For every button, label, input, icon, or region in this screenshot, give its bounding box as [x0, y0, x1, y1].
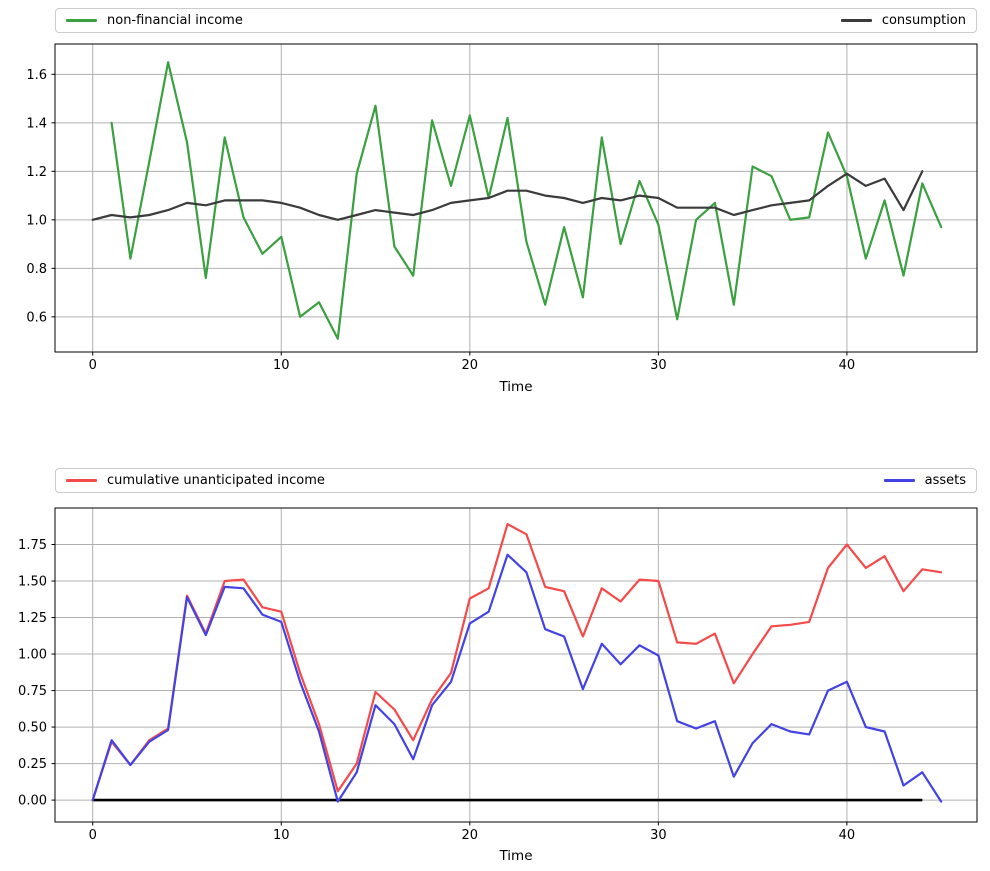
legend-item-non-financial-income: non-financial income — [66, 14, 243, 28]
bottom-chart-y-tick-label: 0.25 — [18, 757, 47, 772]
bottom-chart-x-tick-label: 10 — [273, 828, 290, 843]
top-chart-frame — [54, 43, 978, 353]
top-chart-x-tick-label: 30 — [650, 358, 667, 373]
top-chart-y-tick-label: 1.2 — [26, 165, 47, 180]
top-chart-x-axis-label: Time — [499, 379, 533, 395]
bottom-chart-y-tick-label: 1.75 — [18, 538, 47, 553]
top-legend: non-financial income consumption — [55, 8, 977, 33]
bottom-chart-x-tick-label: 20 — [462, 828, 479, 843]
non-financial-income-line-swatch — [66, 18, 97, 23]
top-chart-x-tick-label: 0 — [89, 358, 97, 373]
bottom-chart-x-tick-label: 0 — [89, 828, 97, 843]
top-chart-x-tick-label: 20 — [462, 358, 479, 373]
bottom-chart-y-tick-label: 0.00 — [18, 794, 47, 809]
bottom-legend: cumulative unanticipated income assets — [55, 468, 977, 493]
legend-item-cumulative-unanticipated-income: cumulative unanticipated income — [66, 474, 325, 488]
bottom-chart-y-tick-label: 1.50 — [18, 575, 47, 590]
legend-label-assets: assets — [924, 472, 966, 488]
top-chart-x-tick-label: 40 — [839, 358, 856, 373]
bottom-chart-y-tick-label: 1.25 — [18, 611, 47, 626]
top-chart-x-tick-label: 10 — [273, 358, 290, 373]
legend-label-cumulative-unanticipated-income: cumulative unanticipated income — [107, 472, 325, 488]
top-chart-y-tick-label: 1.0 — [26, 213, 47, 228]
bottom-chart-y-tick-label: 0.75 — [18, 684, 47, 699]
assets-line-swatch — [883, 478, 915, 483]
consumption-line-swatch — [840, 18, 872, 23]
bottom-chart-series-assets — [91, 553, 943, 803]
top-chart-y-tick-label: 1.6 — [26, 68, 47, 83]
bottom-chart-frame — [54, 507, 978, 823]
legend-item-consumption: consumption — [840, 12, 966, 28]
bottom-chart-y-tick-label: 0.50 — [18, 721, 47, 736]
legend-item-assets: assets — [883, 472, 966, 488]
legend-label-non-financial-income: non-financial income — [107, 12, 243, 28]
cumulative-unanticipated-income-line-swatch — [66, 478, 97, 483]
bottom-chart-y-tick-label: 1.00 — [18, 648, 47, 663]
bottom-chart-x-axis-label: Time — [499, 848, 533, 864]
top-chart-y-tick-label: 1.4 — [26, 116, 47, 131]
top-chart-y-tick-label: 0.8 — [26, 262, 47, 277]
top-chart-series-consumption — [91, 170, 924, 221]
bottom-chart-x-tick-label: 30 — [650, 828, 667, 843]
top-chart-series-non-financial-income — [110, 61, 943, 340]
legend-label-consumption: consumption — [881, 12, 966, 28]
bottom-chart-x-tick-label: 40 — [839, 828, 856, 843]
bottom-chart-series-cumulative-unanticipated-income — [91, 522, 943, 802]
top-chart-y-tick-label: 0.6 — [26, 310, 47, 325]
